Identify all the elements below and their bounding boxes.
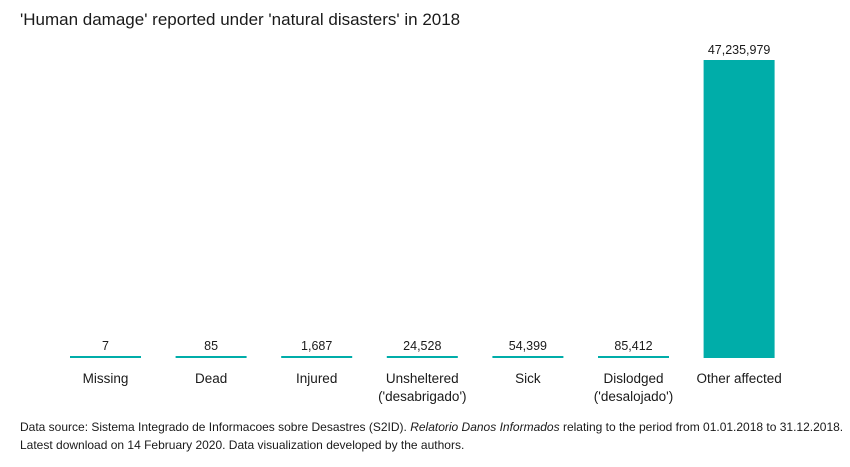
source-report-title: Relatorio Danos Informados	[410, 420, 560, 434]
value-label-4: 24,528	[403, 339, 441, 353]
category-label-7: Other affected	[696, 371, 781, 386]
bar-7	[703, 60, 775, 358]
bar-4	[386, 356, 458, 358]
bar-2	[175, 356, 247, 358]
value-label-2: 85	[204, 339, 218, 353]
source-prefix: Data source: Sistema Integrado de Inform…	[20, 420, 411, 434]
value-label-6: 85,412	[614, 339, 652, 353]
bar-3	[281, 356, 353, 358]
category-label-3: Injured	[296, 371, 337, 386]
category-label-6: Dislodged ('desalojado')	[594, 371, 673, 404]
data-source-note: Data source: Sistema Integrado de Inform…	[20, 418, 843, 454]
source-line-1: Data source: Sistema Integrado de Inform…	[20, 418, 843, 436]
value-label-5: 54,399	[509, 339, 547, 353]
source-line-2: Latest download on 14 February 2020. Dat…	[20, 438, 465, 452]
category-label-4: Unsheltered ('desabrigado')	[378, 371, 466, 404]
bar-6	[598, 356, 669, 358]
chart-title: 'Human damage' reported under 'natural d…	[20, 10, 461, 29]
category-label-5: Sick	[515, 371, 541, 386]
category-label-2: Dead	[195, 371, 227, 386]
value-label-1: 7	[102, 339, 109, 353]
bar-1	[70, 356, 141, 358]
bar-5	[492, 356, 564, 358]
value-label-3: 1,687	[301, 339, 332, 353]
value-label-7: 47,235,979	[708, 43, 771, 57]
bar-chart: 7 Missing 85 Dead 1,687 Injured 24,528 Unshelte…	[70, 43, 782, 404]
bars-group: 7 Missing 85 Dead 1,687 Injured 24,528 Unshelte…	[70, 43, 782, 404]
category-label-1: Missing	[83, 371, 129, 386]
source-suffix: relating to the period from 01.01.2018 t…	[559, 420, 844, 434]
